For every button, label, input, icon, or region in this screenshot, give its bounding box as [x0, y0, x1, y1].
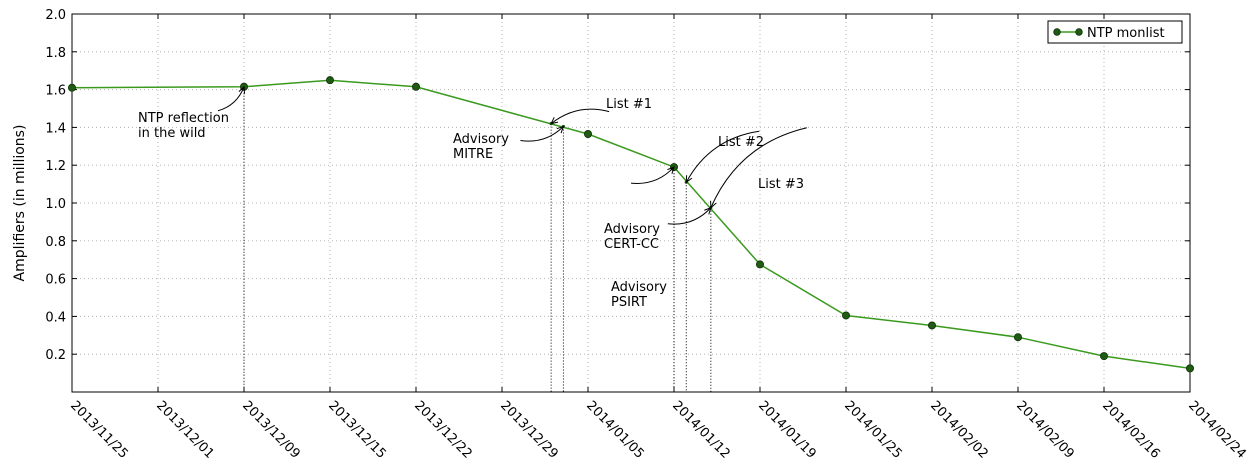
annotation-line: MITRE: [453, 147, 493, 162]
y-axis-label: Amplifiers (in millions): [12, 125, 28, 282]
y-tick-label: 1.6: [45, 84, 66, 99]
x-tick-label: 2013/12/22: [411, 398, 475, 462]
annotation-line: List #3: [758, 177, 804, 192]
data-point: [68, 83, 77, 92]
data-point: [325, 76, 334, 85]
data-point: [756, 260, 765, 269]
y-tick-label: 2.0: [45, 8, 66, 23]
y-axis: 0.2 0.4 0.6 0.8 1.0 1.2 1.4 1.6 1.8 2.0: [45, 8, 1190, 363]
annotation-arrow: [550, 108, 610, 125]
annotation-advisory-mitre: Advisory MITRE: [453, 132, 509, 162]
annotation-advisory-psirt: Advisory PSIRT: [611, 280, 667, 310]
annotation-line: List #2: [718, 135, 764, 150]
x-tick-label: 2014/01/12: [669, 398, 733, 462]
annotation-line: in the wild: [138, 126, 206, 141]
data-point: [928, 321, 937, 330]
annotation-arrow: [685, 130, 760, 183]
y-tick-label: 0.2: [45, 348, 66, 363]
x-tick-label: 2014/02/16: [1099, 398, 1163, 462]
x-tick-label: 2013/12/29: [497, 398, 561, 462]
x-tick-label: 2014/02/24: [1185, 398, 1249, 462]
grid: [71, 13, 1191, 392]
data-point: [584, 130, 593, 139]
annotation-arrow-head: [710, 200, 717, 209]
annotation-arrow-head: [550, 117, 559, 125]
annotation-arrow-head: [238, 85, 246, 94]
annotation-list-2: List #2: [718, 135, 764, 150]
legend: NTP monlist: [1047, 20, 1183, 44]
legend-box: [1047, 20, 1183, 44]
y-tick-label: 0.6: [45, 273, 66, 288]
annotation-list-1: List #1: [606, 97, 652, 112]
y-tick-label: 1.8: [45, 46, 66, 61]
annotation-arrow: [630, 166, 675, 184]
annotation-arrow-head: [556, 125, 565, 134]
annotation-line: List #1: [606, 97, 652, 112]
y-tick-label: 1.4: [45, 121, 66, 136]
data-point: [1014, 333, 1023, 342]
annotation-ntp-reflection: NTP reflection in the wild: [138, 111, 229, 141]
x-tick-label: 2014/01/25: [841, 398, 905, 462]
x-tick-label: 2013/11/25: [67, 398, 131, 462]
annotation-line: Advisory: [604, 222, 660, 237]
annotation-line: Advisory: [611, 280, 667, 295]
x-tick-label: 2013/12/01: [153, 398, 217, 462]
y-tick-label: 1.2: [45, 159, 66, 174]
annotation-line: NTP reflection: [138, 111, 229, 126]
x-tick-label: 2014/01/05: [583, 398, 647, 462]
annotation-arrow: [520, 126, 564, 142]
annotation-line: Advisory: [453, 132, 509, 147]
data-point: [1186, 364, 1195, 373]
y-tick-label: 1.0: [45, 197, 66, 212]
data-point: [411, 82, 420, 91]
data-point: [842, 311, 851, 320]
y-tick-label: 0.4: [45, 310, 66, 325]
annotation-arrow: [710, 127, 807, 208]
legend-swatch-marker: [1053, 28, 1061, 36]
x-tick-label: 2013/12/09: [239, 398, 303, 462]
annotation-arrow-head: [667, 166, 675, 174]
legend-swatch-marker: [1075, 28, 1083, 36]
annotation-list-3: List #3: [758, 177, 804, 192]
annotations: NTP reflection in the wild Advisory MITRE …: [138, 85, 807, 310]
annotation-advisory-cert-cc: Advisory CERT-CC: [604, 222, 660, 252]
legend-label: NTP monlist: [1087, 26, 1165, 41]
annotation-drop-lines: [243, 86, 712, 392]
x-tick-label: 2013/12/15: [325, 398, 389, 462]
x-tick-label: 2014/01/19: [755, 398, 819, 462]
annotation-arrow: [217, 86, 245, 112]
annotation-line: CERT-CC: [604, 237, 659, 252]
y-tick-label: 0.8: [45, 235, 66, 250]
plot-frame: [71, 13, 1191, 393]
annotation-line: PSIRT: [611, 295, 647, 310]
annotation-arrow: [667, 207, 712, 225]
data-point: [1100, 352, 1109, 361]
x-tick-label: 2014/02/09: [1013, 398, 1077, 462]
series-line: [71, 79, 1191, 370]
annotation-arrow-head: [685, 175, 693, 184]
x-tick-label: 2014/02/02: [927, 398, 991, 462]
